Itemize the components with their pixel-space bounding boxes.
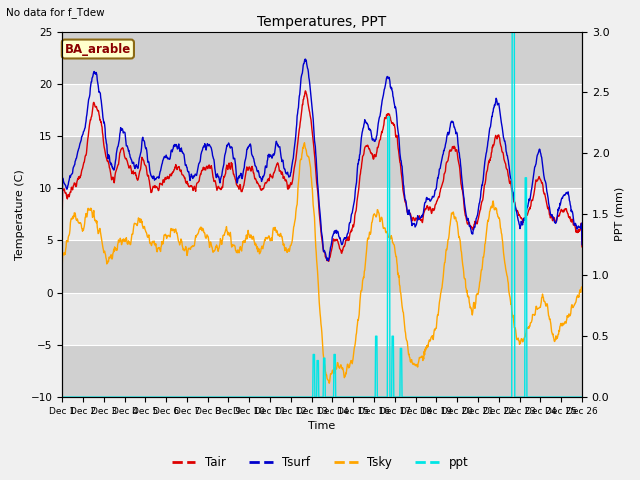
X-axis label: Time: Time bbox=[308, 421, 336, 432]
Bar bbox=[62, 32, 582, 84]
Bar bbox=[62, 345, 582, 397]
Title: Temperatures, PPT: Temperatures, PPT bbox=[257, 15, 387, 29]
Y-axis label: Temperature (C): Temperature (C) bbox=[15, 169, 25, 260]
Text: No data for f_Tdew: No data for f_Tdew bbox=[6, 7, 105, 18]
Bar bbox=[62, 136, 582, 188]
Legend: Tair, Tsurf, Tsky, ppt: Tair, Tsurf, Tsky, ppt bbox=[167, 452, 473, 474]
Text: BA_arable: BA_arable bbox=[65, 43, 131, 56]
Bar bbox=[62, 240, 582, 293]
Y-axis label: PPT (mm): PPT (mm) bbox=[615, 187, 625, 241]
